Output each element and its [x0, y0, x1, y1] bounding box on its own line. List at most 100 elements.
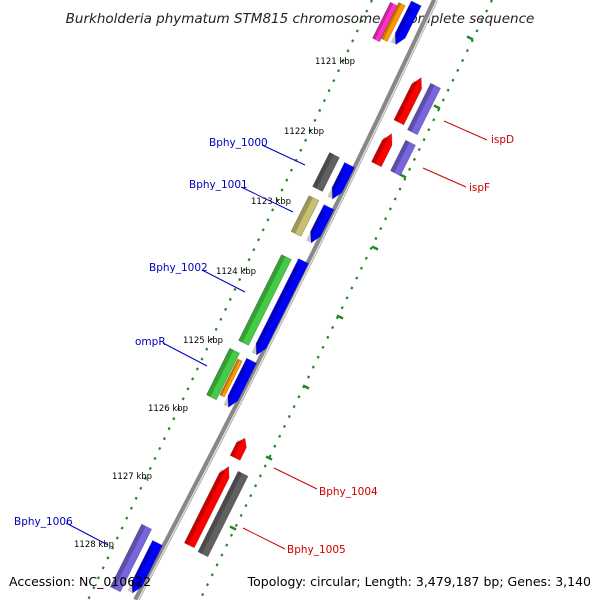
kbp-label-1128: 1128 kbp: [74, 540, 114, 550]
left-track-dot: [351, 39, 355, 43]
right-track-dot: [417, 147, 421, 152]
leader-line: [242, 527, 286, 550]
left-track-dot: [336, 69, 341, 73]
chromosome-backbone-highlight: [137, 0, 438, 601]
left-track-dot: [285, 178, 289, 182]
right-track-dot: [461, 58, 465, 63]
left-track-dot: [139, 486, 143, 490]
left-track-dot: [195, 367, 199, 371]
right-track-dot: [278, 434, 282, 438]
gene-feature-bphy-1000-blue: [331, 161, 355, 200]
chromosome-backbone: [133, 0, 438, 602]
left-track-dot: [205, 347, 209, 351]
left-track-dot: [332, 79, 336, 83]
right-track-dot: [489, 0, 493, 3]
right-track-dot: [297, 395, 301, 399]
right-track-dot: [408, 167, 412, 171]
left-track-dot: [275, 198, 279, 202]
gene-feature-bphy-1002-blue-shade: [251, 263, 300, 355]
leader-line: [240, 186, 294, 213]
gene-label-ispf: ispF: [469, 182, 490, 194]
kbp-label-1125: 1125 kbp: [183, 336, 223, 346]
left-track-dot: [308, 128, 312, 132]
left-track-dot: [238, 277, 242, 282]
right-track-dot: [254, 484, 258, 488]
gene-feature-ispd-purple-shade: [407, 83, 435, 132]
left-gene-labels: Bphy_1000 Bphy_1001 Bphy_1002 ompR Bphy_…: [14, 137, 306, 546]
gene-label-bphy-1001: Bphy_1001: [189, 179, 248, 191]
right-track-dot: [350, 286, 354, 290]
gene-feature-bphy-1002-shade: [238, 254, 286, 343]
left-track-dot: [355, 29, 359, 33]
gene-label-bphy-1004: Bphy_1004: [319, 486, 378, 498]
gene-feature-bphy-1000: [312, 151, 340, 193]
left-track-dot: [162, 436, 166, 441]
right-track-dot: [427, 128, 431, 132]
gene-feature-orange-shade: [380, 2, 402, 40]
right-track-dot: [273, 444, 277, 448]
left-track-dot: [322, 98, 326, 103]
right-track-dot: [205, 583, 209, 587]
right-track-dot: [229, 533, 234, 537]
gene-feature-ispf-purple: [389, 139, 417, 177]
left-track-dot: [172, 417, 176, 421]
left-track-dot: [299, 148, 303, 152]
leader-line: [443, 120, 488, 141]
right-track-dot: [441, 98, 445, 102]
left-track-dot: [256, 238, 261, 242]
gene-feature-ispf-purple-shade: [390, 140, 410, 173]
gene-feature-ispf: [370, 133, 393, 168]
right-track-dot: [234, 523, 238, 527]
right-track-dot: [451, 78, 455, 82]
gene-feature-bphy-1006-blue-shade: [127, 545, 154, 593]
kbp-label-1123: 1123 kbp: [251, 197, 291, 207]
right-track-dot: [340, 306, 344, 310]
kbp-tick: [466, 35, 474, 41]
summary-text: Topology: circular; Length: 3,479,187 bp…: [247, 574, 591, 589]
left-track-dot: [186, 387, 190, 391]
left-track-dot: [148, 466, 152, 471]
gene-label-bphy-1005: Bphy_1005: [287, 544, 346, 556]
gene-feature-ispd-shade: [393, 80, 418, 122]
right-track-dot: [201, 592, 205, 597]
right-track-dot: [485, 9, 489, 13]
right-track-dot: [379, 227, 383, 231]
gene-label-bphy-1000: Bphy_1000: [209, 137, 268, 149]
gene-feature-ispd-purple: [406, 82, 442, 136]
right-track-dot: [480, 19, 484, 23]
gene-features: [109, 0, 442, 594]
right-gene-labels: ispD ispF Bphy_1004 Bphy_1005: [242, 120, 514, 556]
left-track-dot: [209, 337, 213, 341]
left-track-dot: [261, 228, 265, 232]
right-track-dot: [268, 454, 272, 458]
left-track-dot: [233, 287, 237, 292]
gene-feature-bphy-1000-shade: [312, 152, 334, 189]
right-track-dot: [307, 375, 311, 379]
right-track-dot: [359, 266, 364, 270]
right-track-dot: [210, 573, 214, 577]
left-track-dot: [153, 456, 157, 461]
right-track-dot: [220, 553, 224, 557]
map-title: Burkholderia phymatum STM815 chromosome …: [66, 11, 535, 27]
gene-feature-blue: [394, 0, 422, 46]
gene-feature-orange: [380, 1, 406, 43]
left-track-dot: [120, 526, 124, 530]
gene-feature-bphy-1002: [238, 254, 292, 346]
left-track-dot: [101, 566, 105, 570]
left-track-dot: [280, 188, 284, 192]
gene-feature-bphy-1001-shade: [291, 195, 313, 234]
right-track-dot: [355, 276, 359, 280]
right-track-dot: [422, 137, 426, 142]
gene-feature-bphy-1005: [183, 465, 230, 549]
gene-feature-bphy-1001-blue-shade: [306, 210, 326, 243]
gene-feature-ispf-shade: [371, 136, 388, 164]
gene-feature-ompr: [205, 347, 241, 401]
gene-feature-bphy-1006: [109, 523, 153, 593]
gene-label-bphy-1006: Bphy_1006: [14, 516, 73, 528]
gene-label-ispd: ispD: [491, 134, 514, 146]
left-track-dot: [115, 536, 119, 540]
right-track-dot: [316, 355, 320, 359]
left-track-dot: [214, 327, 218, 331]
right-track-dot: [345, 296, 349, 300]
kbp-label-1121: 1121 kbp: [315, 57, 355, 67]
